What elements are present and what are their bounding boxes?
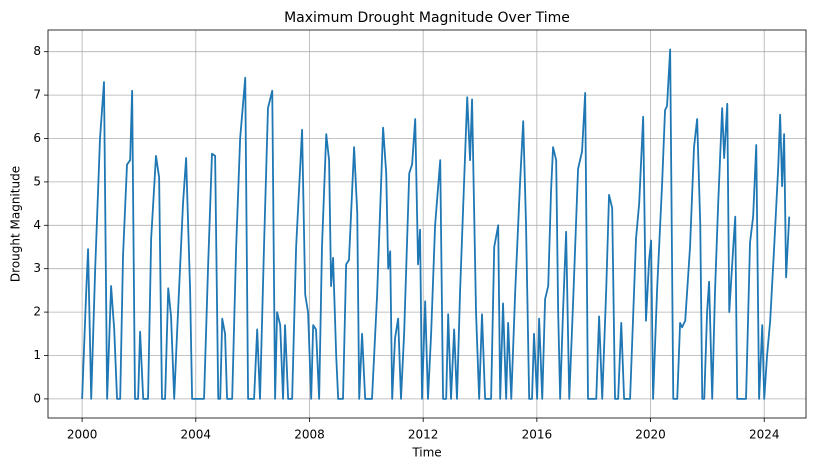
x-tick-label: 2020	[635, 428, 666, 442]
y-tick-label: 1	[33, 348, 41, 362]
chart-title: Maximum Drought Magnitude Over Time	[284, 10, 570, 26]
x-tick-label: 2024	[749, 428, 780, 442]
plot-frame	[47, 29, 807, 419]
y-tick-label: 7	[33, 88, 41, 102]
y-tick-label: 4	[33, 218, 41, 232]
plot	[81, 48, 791, 400]
y-tick-label: 6	[33, 131, 41, 145]
data-line	[81, 48, 791, 400]
grid	[48, 30, 806, 418]
y-tick-label: 8	[33, 44, 41, 58]
x-tick-label: 2004	[181, 428, 212, 442]
y-tick-label: 2	[33, 305, 41, 319]
x-axis-label: Time	[411, 446, 441, 460]
x-tick-label: 2016	[522, 428, 553, 442]
x-tick-label: 2012	[408, 428, 439, 442]
x-tick-label: 2008	[294, 428, 325, 442]
y-tick-label: 0	[33, 391, 41, 405]
y-axis-label: Drought Magnitude	[9, 166, 23, 282]
y-tick-label: 3	[33, 261, 41, 275]
x-tick-label: 2000	[67, 428, 98, 442]
y-tick-label: 5	[33, 174, 41, 188]
